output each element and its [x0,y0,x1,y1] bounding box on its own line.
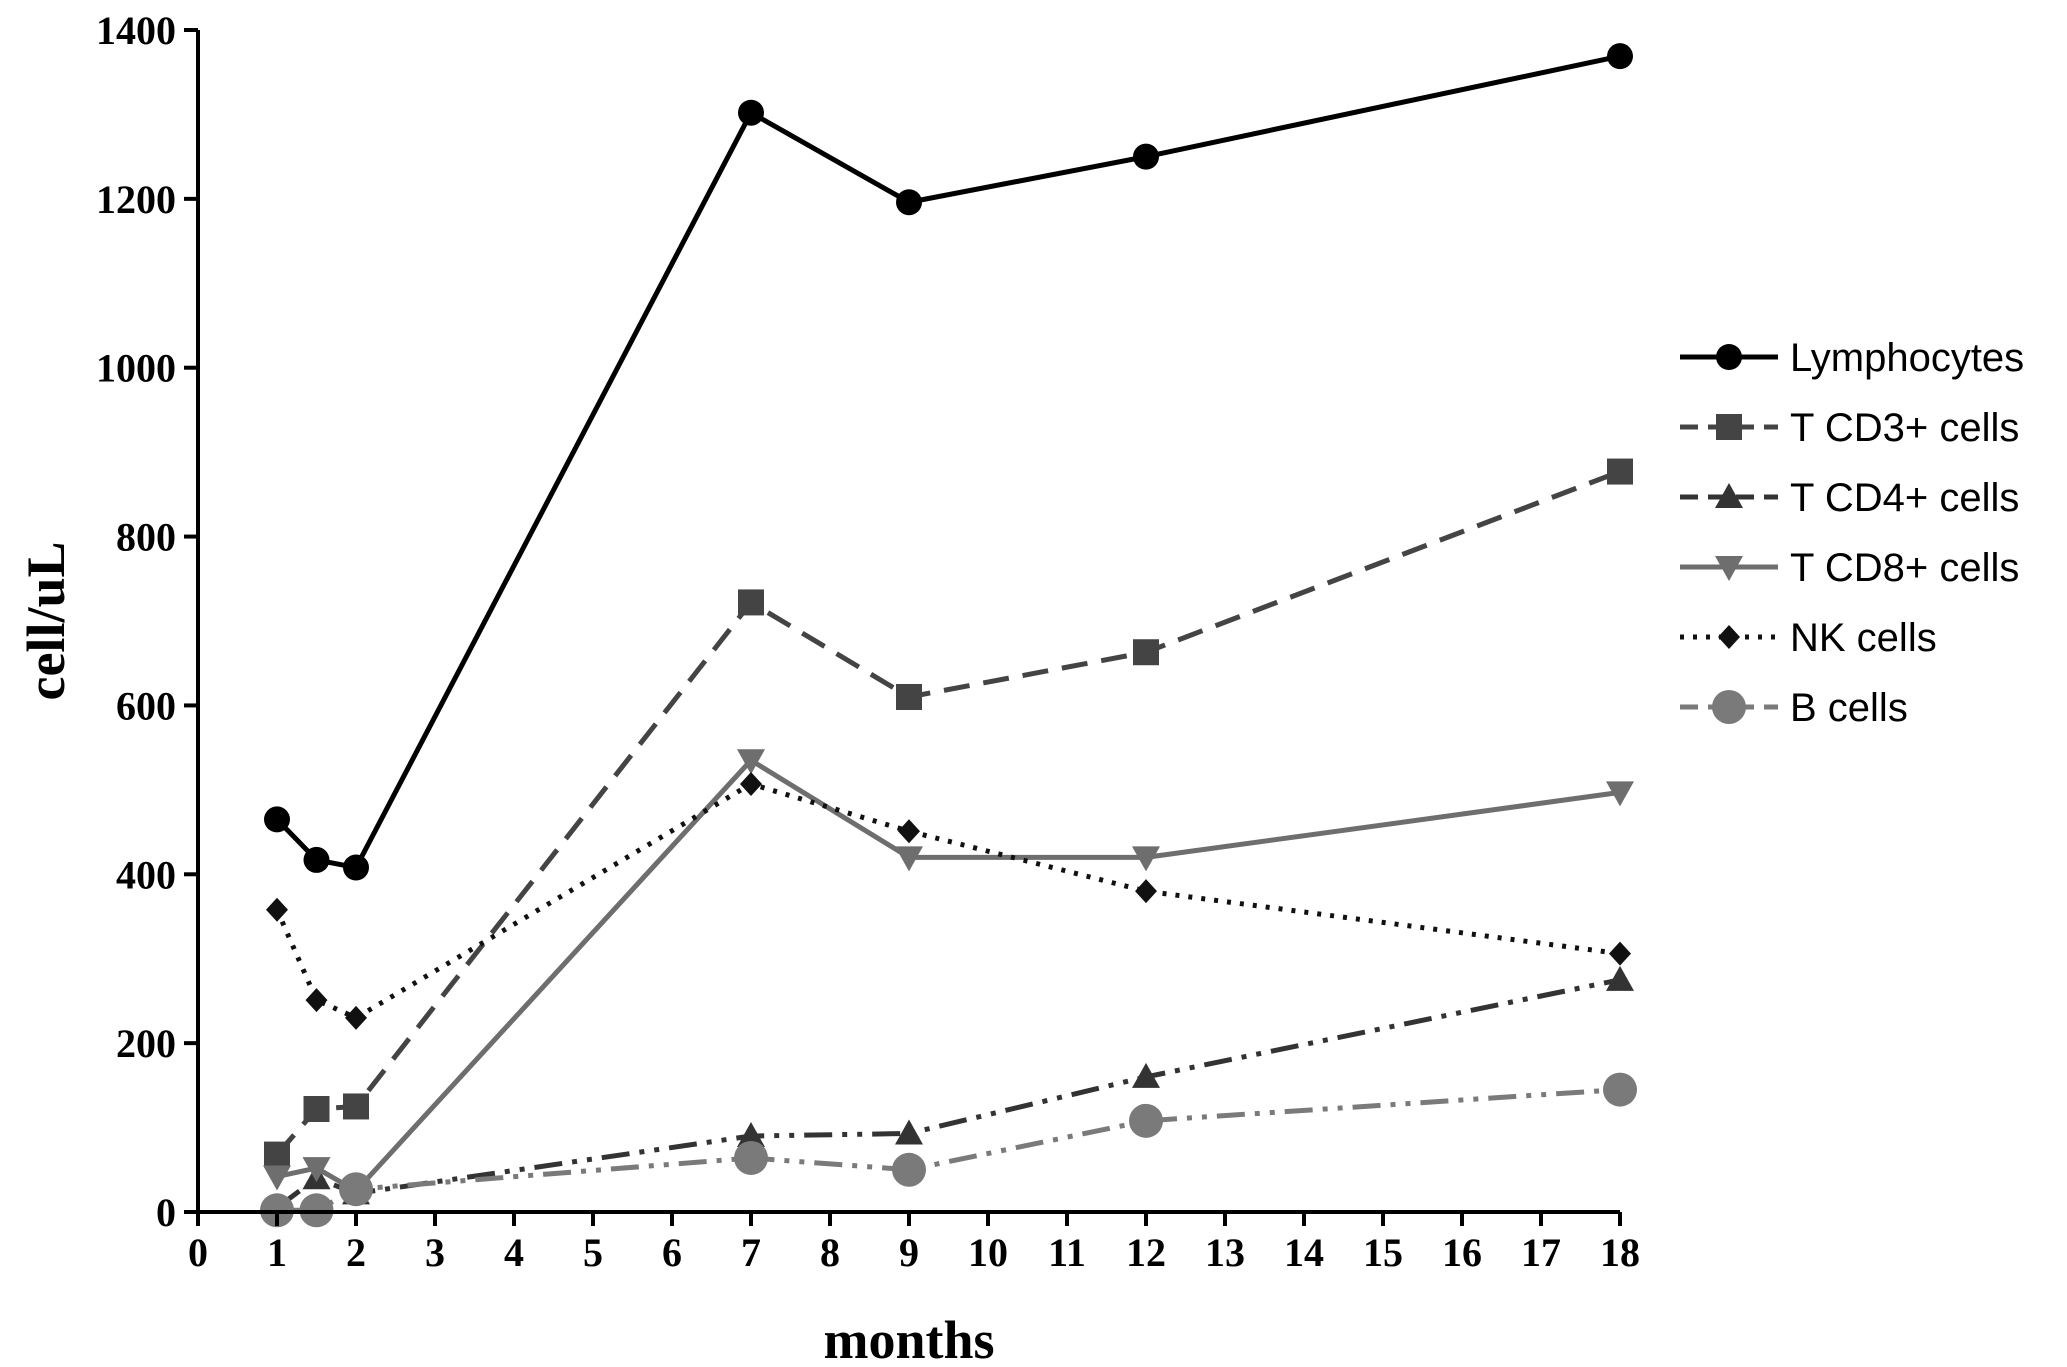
data-point [892,1152,926,1187]
data-point [895,1119,923,1145]
data-point [263,1165,291,1191]
legend-marker [1715,483,1743,508]
series-line [275,469,1621,1157]
x-tick-label: 1 [267,1230,287,1275]
data-point [1132,1062,1160,1088]
data-point [895,846,923,872]
legend-label: T CD8+ cells [1790,546,2019,590]
legend-item: T CD4+ cells [1680,476,2019,520]
data-point [343,854,369,881]
series-5 [260,1072,1637,1228]
x-tick-label: 6 [662,1230,682,1275]
data-point [1603,1072,1637,1107]
x-tick-label: 2 [346,1230,366,1275]
x-tick-label: 17 [1521,1230,1561,1275]
data-point [1607,43,1633,70]
data-point [898,819,920,844]
x-axis-title: months [823,1310,994,1367]
data-point [1132,846,1160,872]
x-tick-label: 13 [1205,1230,1245,1275]
legend-marker [1715,556,1743,581]
x-tick-label: 4 [504,1230,524,1275]
data-point [896,683,922,710]
data-point [339,1172,373,1207]
legend-label: NK cells [1790,616,1937,660]
data-point [896,189,922,216]
x-tick-label: 0 [188,1230,208,1275]
y-tick-label: 1000 [96,346,176,391]
series-layer [260,43,1637,1228]
data-point [1135,879,1157,904]
y-tick-label: 800 [116,515,176,560]
x-tick-label: 12 [1126,1230,1166,1275]
y-tick-label: 400 [116,852,176,897]
x-tick-label: 8 [820,1230,840,1275]
legend: Lymphocytes T CD3+ cells T CD4+ cells T CD8… [1680,336,2024,730]
y-tick-label: 200 [116,1021,176,1066]
series-4 [266,771,1631,1030]
y-tick-label: 600 [116,683,176,728]
legend-item: NK cells [1680,616,1937,660]
data-point [302,1157,331,1183]
x-tick-label: 5 [583,1230,603,1275]
legend-marker [1718,625,1740,649]
series-line [275,53,1621,871]
legend-item: Lymphocytes [1680,336,2024,380]
data-point [343,1093,369,1120]
legend-label: T CD3+ cells [1790,406,2019,450]
data-point [266,897,288,922]
data-point [737,1122,765,1148]
data-point [1129,1103,1163,1138]
series-3 [263,749,1634,1205]
data-point [737,749,765,775]
data-point [264,1141,290,1168]
y-tick-label: 1400 [96,8,176,53]
legend-item: B cells [1680,686,1908,730]
x-tick-label: 10 [968,1230,1008,1275]
legend-label: T CD4+ cells [1790,476,2019,520]
x-tick-label: 14 [1284,1230,1324,1275]
data-point [1607,458,1633,485]
legend-marker [1712,690,1746,724]
x-tick-label: 11 [1048,1230,1086,1275]
data-point [734,1140,768,1175]
series-1 [264,458,1633,1168]
legend-marker [1716,344,1742,370]
data-point [264,806,290,833]
series-line [275,977,1621,1210]
data-point [345,1005,367,1030]
y-tick-label: 0 [156,1190,176,1235]
data-point [1609,941,1631,966]
data-point [303,846,330,873]
data-point [740,771,762,796]
data-point [1133,143,1159,170]
y-axis-title: cell/uL [16,542,76,701]
x-tick-label: 16 [1442,1230,1482,1275]
series-line [277,1087,1621,1213]
x-tick-label: 18 [1600,1230,1640,1275]
data-point [1606,965,1634,991]
legend-marker [1716,414,1742,440]
legend-item: T CD8+ cells [1680,546,2019,590]
data-point [1133,639,1159,666]
series-0 [264,43,1633,881]
legend-item: T CD3+ cells [1680,406,2019,450]
data-point [1606,781,1634,807]
x-tick-label: 15 [1363,1230,1403,1275]
x-tick-label: 7 [741,1230,761,1275]
series-2 [263,965,1634,1219]
data-point [305,988,328,1013]
x-tick-label: 3 [425,1230,445,1275]
data-point [738,99,764,126]
data-point [303,1095,330,1122]
y-tick-label: 1200 [96,177,176,222]
legend-label: B cells [1790,686,1908,730]
x-tick-label: 9 [899,1230,919,1275]
legend-label: Lymphocytes [1790,336,2024,380]
data-point [738,589,764,616]
